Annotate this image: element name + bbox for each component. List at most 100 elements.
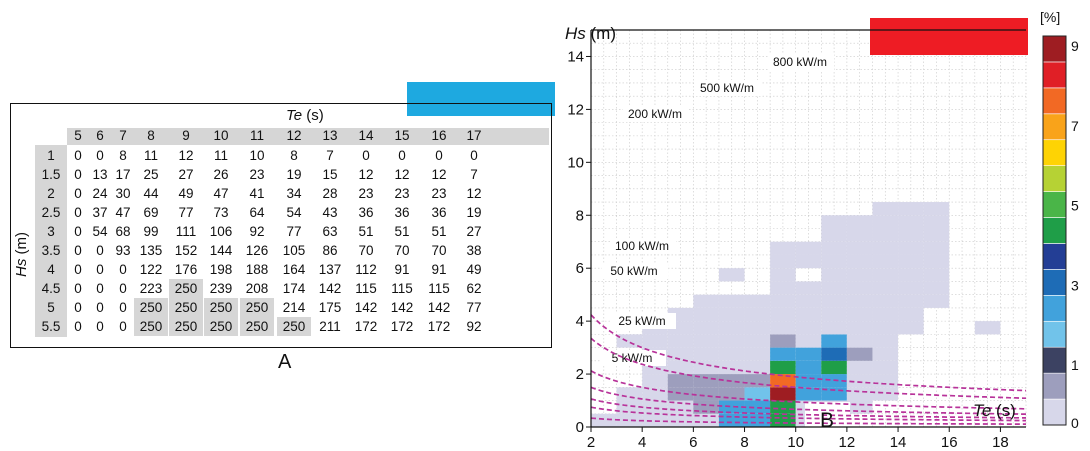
table-cell: 188 — [245, 262, 269, 277]
y-axis-title: Hs (m) — [565, 24, 616, 43]
heatmap-cell — [923, 254, 950, 269]
table-cell: 26 — [213, 167, 229, 182]
heatmap-cell — [770, 268, 796, 282]
y-tick-label: 2 — [576, 366, 584, 383]
colorbar-segment — [1042, 113, 1067, 141]
colorbar-tick-label: 7 — [1071, 118, 1079, 134]
table-cell: 36 — [358, 205, 374, 220]
x-tick-label: 12 — [839, 434, 856, 451]
colorbar-segment — [1042, 165, 1067, 192]
table-cell: 122 — [139, 262, 163, 277]
table-cell: 0 — [398, 148, 406, 163]
heatmap-cell — [872, 268, 899, 282]
heatmap-cell — [770, 413, 796, 427]
table-cell: 0 — [74, 300, 82, 315]
hs-header-cell: 3.5 — [41, 243, 61, 258]
table-cell: 0 — [74, 186, 82, 201]
table-cell: 142 — [318, 281, 342, 296]
table-cell: 93 — [115, 243, 131, 258]
heatmap-cell — [923, 215, 950, 229]
heatmap-cell — [795, 387, 822, 401]
heatmap-cell — [795, 347, 822, 361]
iso-label-bg — [602, 263, 668, 279]
table-cell: 77 — [466, 300, 482, 315]
colorbar-segment — [1042, 320, 1067, 348]
heatmap-cell — [923, 281, 950, 295]
heatmap-cell — [718, 374, 745, 388]
heatmap-cell — [821, 254, 847, 269]
table-cell: 208 — [245, 281, 269, 296]
iso-power-curve — [590, 398, 1026, 419]
hs-header-cell: 2 — [47, 186, 55, 201]
heatmap-cell — [872, 228, 899, 242]
heatmap-cell — [795, 307, 822, 322]
heatmap-cell — [693, 321, 719, 335]
table-cell: 51 — [358, 224, 374, 239]
table-cell: 0 — [119, 262, 127, 277]
heatmap-cell — [693, 334, 719, 348]
heatmap-cell — [898, 228, 924, 242]
table-cell: 92 — [466, 319, 482, 334]
table-cell: 62 — [466, 281, 482, 296]
table-cell: 198 — [209, 262, 233, 277]
colorbar-segment — [1042, 87, 1067, 115]
heatmap-cell — [667, 334, 694, 348]
hs-header-cell: 1 — [47, 148, 55, 163]
x-tick-label: 10 — [787, 434, 804, 451]
table-cell: 23 — [394, 186, 410, 201]
table-cell: 0 — [362, 148, 370, 163]
heatmap-cell — [898, 307, 924, 322]
table-cell: 7 — [470, 167, 478, 182]
table-cell: 49 — [466, 262, 482, 277]
colorbar-segment — [1042, 398, 1067, 426]
heatmap-cell — [693, 307, 719, 322]
te-header-cell: 17 — [466, 128, 482, 143]
heatmap-cell — [846, 241, 873, 255]
table-cell: 142 — [354, 300, 378, 315]
heatmap-cell — [872, 374, 899, 388]
heatmap-cell — [693, 387, 719, 401]
heatmap-cell — [821, 321, 847, 335]
heatmap-cell — [744, 307, 771, 322]
table-cell: 25 — [143, 167, 159, 182]
heatmap-cell — [872, 215, 899, 229]
heatmap-cell — [770, 321, 796, 335]
table-cell: 11 — [213, 148, 228, 163]
heatmap-cell — [642, 334, 668, 348]
y-tick-label: 14 — [567, 48, 584, 65]
table-cell: 0 — [119, 300, 127, 315]
table-cell: 0 — [435, 148, 443, 163]
table-cell: 176 — [174, 262, 198, 277]
table-cell: 77 — [178, 205, 194, 220]
table-cell: 19 — [286, 167, 302, 182]
table-cell: 0 — [74, 243, 82, 258]
heatmap-cell — [770, 334, 796, 348]
table-cell: 36 — [431, 205, 447, 220]
heatmap-cell — [872, 202, 899, 216]
heatmap-cell — [718, 321, 745, 335]
heatmap-cell — [923, 202, 950, 216]
heatmap-cell — [693, 347, 719, 361]
heatmap-cell — [872, 241, 899, 255]
table-cell: 8 — [119, 148, 127, 163]
heatmap-cell — [846, 268, 873, 282]
table-cell: 0 — [74, 224, 82, 239]
iso-power-label: 5 kW/m — [612, 351, 653, 365]
hs-header-cell: 5 — [47, 300, 55, 315]
hs-header-cell: 4 — [47, 262, 55, 277]
heatmap-cell — [718, 400, 745, 414]
heatmap-cell — [872, 307, 899, 322]
te-axis-title: Te (s) — [286, 107, 324, 124]
colorbar-segment — [1042, 269, 1067, 296]
hs-header-cell: 2.5 — [41, 205, 61, 220]
heatmap-cell — [770, 387, 796, 401]
heatmap-cell — [667, 413, 694, 427]
heatmap-cell — [718, 347, 745, 361]
x-tick-label: 16 — [941, 434, 958, 451]
heatmap-cell — [616, 334, 643, 348]
heatmap-cell — [846, 294, 873, 308]
heatmap-cell — [872, 360, 899, 375]
table-cell: 0 — [74, 167, 82, 182]
panel-a-highlight-rect — [407, 82, 555, 116]
heatmap-cell — [744, 413, 771, 427]
